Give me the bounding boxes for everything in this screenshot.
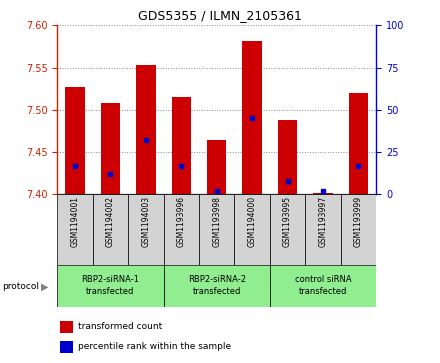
Text: GSM1194000: GSM1194000 [248, 196, 257, 248]
Bar [270, 265, 376, 307]
Text: GSM1194003: GSM1194003 [141, 196, 150, 248]
Text: GSM1193999: GSM1193999 [354, 196, 363, 248]
Bar [65, 87, 84, 194]
Bar [164, 194, 199, 265]
Text: percentile rank within the sample: percentile rank within the sample [78, 342, 231, 351]
Text: transformed count: transformed count [78, 322, 162, 331]
Bar [235, 194, 270, 265]
Bar [101, 103, 120, 194]
Bar [341, 194, 376, 265]
Bar [207, 140, 227, 194]
Text: control siRNA
transfected: control siRNA transfected [295, 276, 352, 296]
Bar [57, 265, 164, 307]
Bar [128, 194, 164, 265]
Text: GSM1193996: GSM1193996 [177, 196, 186, 248]
Text: GSM1193997: GSM1193997 [319, 196, 327, 248]
Bar [242, 41, 262, 194]
Text: protocol: protocol [2, 282, 39, 291]
Text: GSM1193998: GSM1193998 [212, 196, 221, 247]
Bar [93, 194, 128, 265]
Bar [172, 97, 191, 194]
Bar [199, 194, 235, 265]
Bar [313, 193, 333, 194]
Bar [164, 265, 270, 307]
Text: GDS5355 / ILMN_2105361: GDS5355 / ILMN_2105361 [138, 9, 302, 22]
Bar [136, 65, 156, 194]
Text: GSM1194001: GSM1194001 [70, 196, 80, 247]
Text: GSM1193995: GSM1193995 [283, 196, 292, 248]
Text: RBP2-siRNA-2
transfected: RBP2-siRNA-2 transfected [188, 276, 246, 296]
Bar [60, 321, 73, 333]
Bar [270, 194, 305, 265]
Bar [278, 120, 297, 194]
Bar [305, 194, 341, 265]
Bar [349, 93, 368, 194]
Bar [60, 341, 73, 352]
Text: GSM1194002: GSM1194002 [106, 196, 115, 247]
Bar [57, 194, 93, 265]
Text: RBP2-siRNA-1
transfected: RBP2-siRNA-1 transfected [81, 276, 139, 296]
Text: ▶: ▶ [41, 282, 48, 292]
